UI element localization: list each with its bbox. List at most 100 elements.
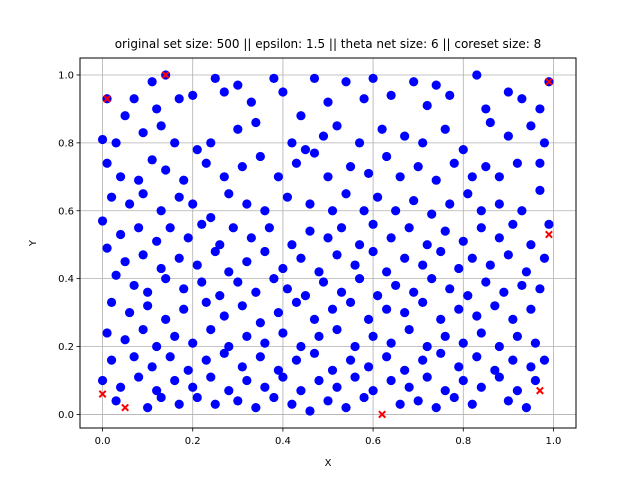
data-point [517, 206, 527, 216]
data-point [273, 365, 283, 375]
data-point [255, 352, 265, 362]
data-point [382, 267, 392, 277]
data-point [224, 189, 234, 199]
data-point [278, 263, 288, 274]
data-point [129, 94, 139, 104]
data-point [291, 355, 302, 365]
data-point [296, 253, 306, 263]
data-point [314, 331, 324, 341]
data-point [206, 138, 216, 148]
data-point [368, 73, 378, 83]
data-point [467, 172, 477, 182]
y-axis-label: Y [28, 239, 39, 247]
data-point [197, 219, 207, 229]
data-point [188, 199, 198, 209]
data-point [228, 223, 238, 233]
data-point [291, 158, 302, 168]
data-point [269, 274, 279, 284]
data-point [260, 382, 270, 392]
data-point [341, 403, 351, 413]
data-point [282, 284, 293, 294]
data-point [147, 77, 157, 87]
data-point [463, 291, 473, 301]
data-point [332, 121, 342, 131]
data-point [165, 223, 175, 233]
data-point [418, 260, 428, 270]
data-point [409, 77, 419, 87]
coreset-marker-stroke [98, 390, 107, 398]
data-point [206, 212, 216, 223]
data-point [526, 240, 536, 250]
data-point [251, 117, 261, 128]
data-point [400, 307, 410, 318]
data-point [359, 94, 369, 104]
data-point [120, 257, 130, 267]
data-point [170, 375, 180, 386]
data-point [97, 216, 108, 226]
data-point [174, 94, 184, 104]
data-point [494, 172, 504, 182]
data-point [409, 287, 419, 297]
data-point [494, 233, 504, 243]
data-point [300, 145, 311, 155]
data-point [147, 362, 157, 372]
data-point [476, 206, 486, 216]
data-point [97, 375, 108, 386]
data-point [300, 291, 311, 301]
data-point [147, 155, 157, 165]
data-point [373, 192, 383, 202]
data-point [418, 138, 428, 148]
data-point [508, 355, 518, 365]
data-point [206, 372, 216, 382]
coreset-point [98, 390, 107, 398]
data-point [134, 175, 144, 185]
data-point [445, 90, 455, 100]
data-point [309, 73, 320, 83]
data-point [192, 260, 202, 270]
data-point [386, 233, 396, 243]
data-point [526, 121, 536, 131]
data-point [197, 277, 207, 287]
data-point [188, 90, 198, 100]
data-point [481, 277, 491, 287]
data-points [97, 70, 554, 416]
data-point [431, 80, 441, 90]
data-point [350, 372, 360, 382]
data-point [418, 297, 428, 308]
data-point [134, 372, 144, 382]
data-point [219, 172, 229, 182]
data-point [318, 277, 329, 287]
data-point [251, 287, 261, 297]
coreset-points [98, 71, 553, 419]
data-point [472, 352, 482, 362]
data-point [363, 362, 374, 372]
data-point [260, 206, 270, 216]
data-point [201, 297, 211, 308]
data-point [363, 314, 374, 324]
data-point [350, 260, 360, 270]
data-point [269, 392, 279, 403]
data-point [115, 172, 126, 182]
data-point [336, 287, 347, 297]
coreset-marker-stroke [378, 410, 387, 419]
data-point [242, 375, 252, 386]
data-point [129, 352, 139, 362]
data-point [138, 128, 148, 138]
data-point [503, 396, 513, 406]
data-point [138, 324, 148, 335]
x-tick-label: 1.0 [546, 436, 562, 447]
data-point [526, 362, 536, 372]
data-point [440, 386, 450, 396]
data-point [179, 304, 189, 314]
data-point [170, 138, 180, 148]
data-point [454, 304, 464, 314]
data-point [273, 307, 283, 318]
x-axis-label: X [325, 458, 332, 469]
data-point [454, 362, 464, 372]
data-point [152, 341, 162, 352]
y-tick-label: 1.0 [58, 70, 74, 81]
data-point [170, 331, 180, 341]
data-point [449, 158, 459, 168]
data-point [287, 138, 297, 148]
